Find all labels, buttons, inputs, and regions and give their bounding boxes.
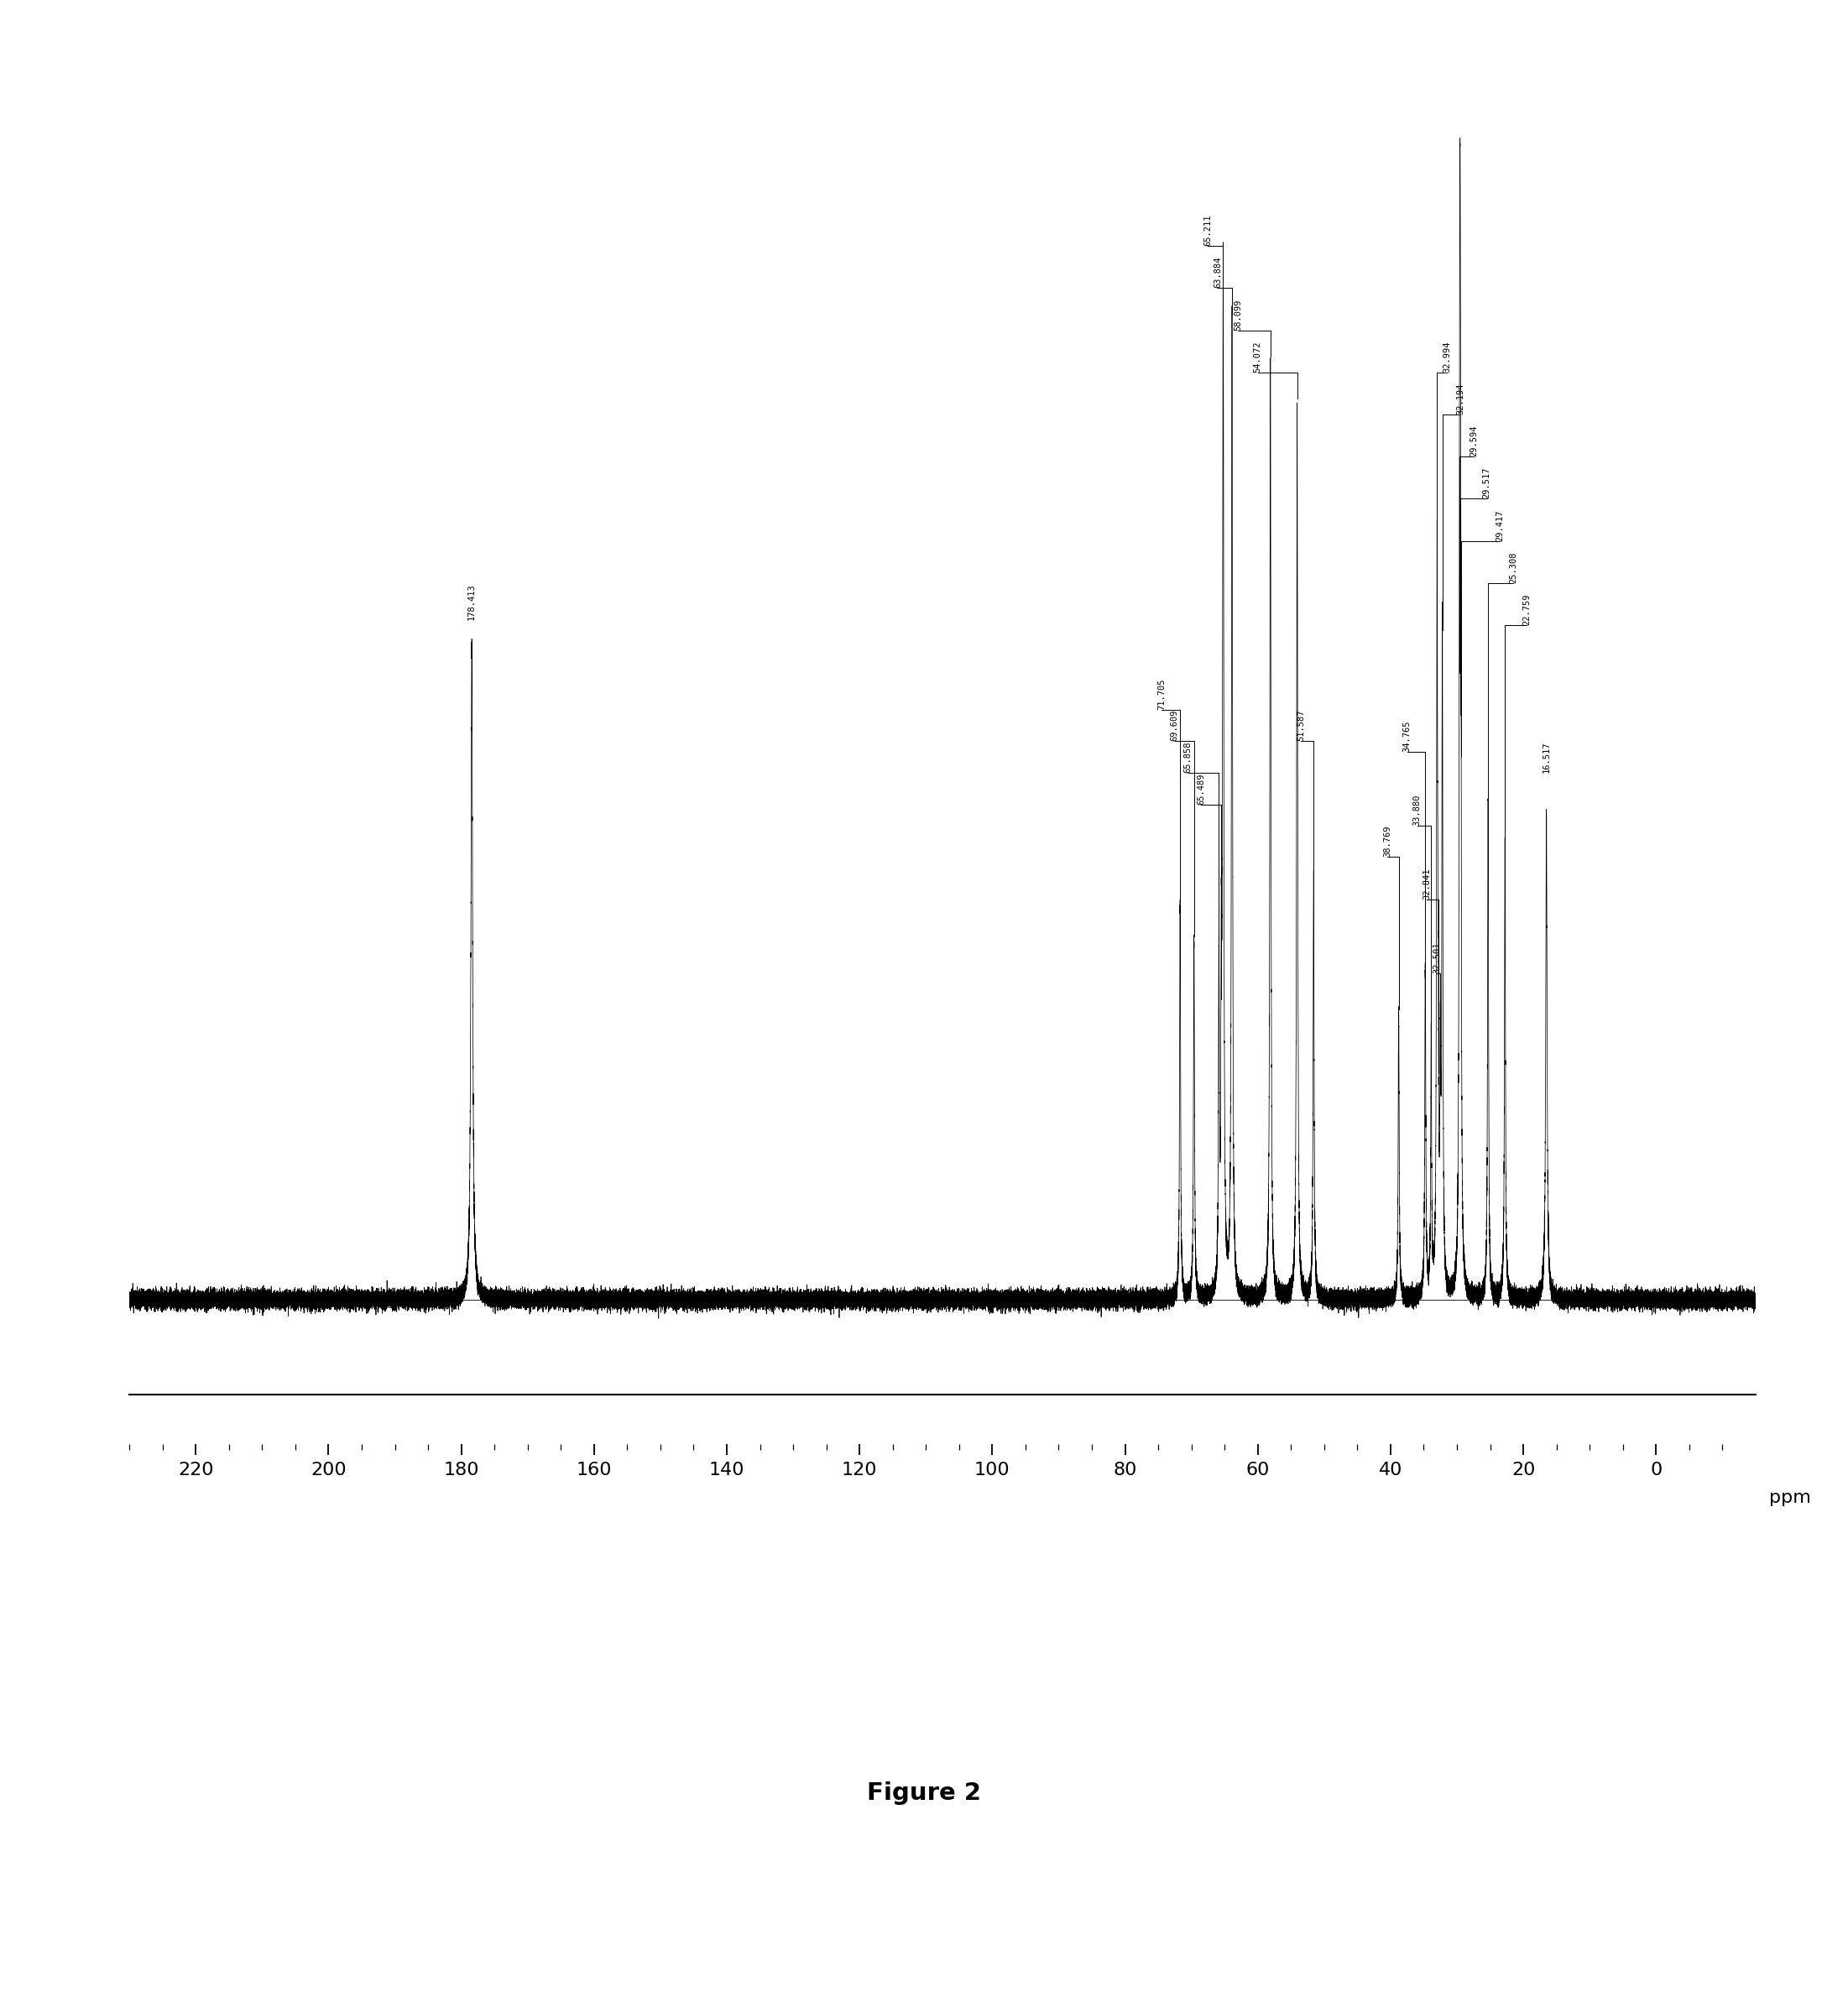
Text: 38.769: 38.769 [1382,825,1392,857]
Text: 32.994: 32.994 [1443,341,1451,373]
Text: 63.884: 63.884 [1214,257,1222,289]
Text: 178.413: 178.413 [468,584,477,620]
Text: 69.609: 69.609 [1170,709,1179,741]
Text: 34.765: 34.765 [1403,721,1412,751]
Text: 51.587: 51.587 [1297,709,1305,741]
Text: 65.858: 65.858 [1185,741,1192,773]
Text: 65.489: 65.489 [1198,773,1205,805]
Text: 32.194: 32.194 [1456,382,1464,414]
Text: ppm: ppm [1769,1490,1811,1506]
Text: 71.705: 71.705 [1157,677,1166,709]
Text: 16.517: 16.517 [1543,741,1550,773]
Text: 29.594: 29.594 [1469,424,1478,456]
Text: 29.417: 29.417 [1495,510,1504,542]
Text: 32.501: 32.501 [1432,942,1441,972]
Text: 58.099: 58.099 [1234,299,1242,331]
Text: 29.517: 29.517 [1482,468,1491,498]
Text: 65.211: 65.211 [1203,215,1212,245]
Text: 22.759: 22.759 [1523,594,1530,625]
Text: 54.072: 54.072 [1253,341,1262,373]
Text: 32.841: 32.841 [1423,869,1430,898]
Text: Figure 2: Figure 2 [867,1781,981,1805]
Text: 25.308: 25.308 [1510,552,1517,584]
Text: 33.880: 33.880 [1414,795,1421,825]
